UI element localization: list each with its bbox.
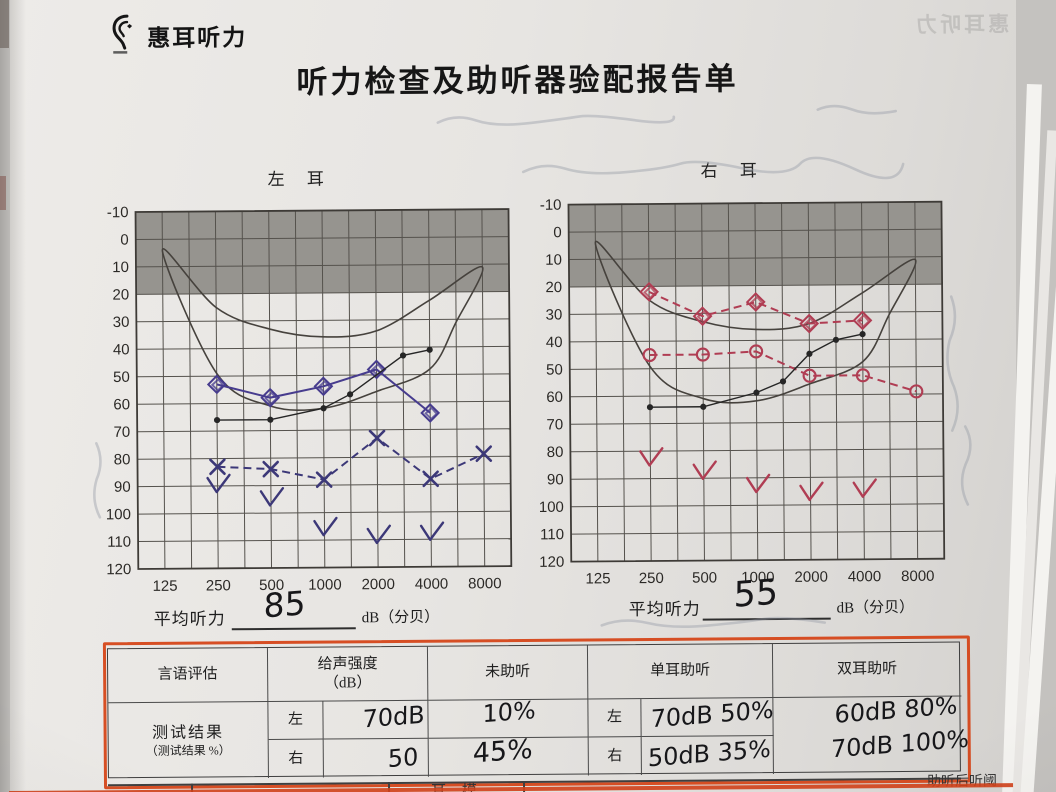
- svg-text:0: 0: [120, 232, 128, 249]
- svg-text:4000: 4000: [415, 576, 449, 593]
- svg-text:2000: 2000: [361, 576, 395, 593]
- svg-text:500: 500: [692, 569, 717, 586]
- svg-text:-10: -10: [540, 197, 562, 214]
- svg-text:500: 500: [259, 577, 284, 594]
- svg-text:125: 125: [152, 578, 177, 595]
- svg-text:110: 110: [107, 534, 131, 551]
- svg-text:20: 20: [545, 279, 562, 296]
- svg-text:10: 10: [112, 259, 129, 276]
- svg-text:40: 40: [113, 341, 130, 358]
- svg-text:80: 80: [547, 444, 564, 461]
- svg-text:30: 30: [546, 306, 563, 323]
- sleeve-edge-highlight: [10, 0, 26, 792]
- svg-text:30: 30: [113, 314, 130, 331]
- svg-text:10: 10: [545, 252, 562, 269]
- avg-hearing-label-right: 平均听力: [628, 599, 701, 620]
- svg-text:50: 50: [113, 369, 130, 386]
- svg-text:60: 60: [546, 389, 563, 406]
- svg-text:80: 80: [114, 451, 131, 468]
- left-ear-label: 左 耳: [267, 169, 333, 189]
- svg-text:40: 40: [546, 334, 563, 351]
- svg-text:8000: 8000: [901, 568, 935, 585]
- right-ear-label: 右 耳: [700, 161, 766, 181]
- svg-text:125: 125: [585, 570, 610, 587]
- svg-text:120: 120: [539, 554, 564, 571]
- svg-text:60: 60: [113, 396, 130, 413]
- svg-text:2000: 2000: [794, 569, 828, 586]
- svg-text:50: 50: [546, 361, 563, 378]
- brand-name: 惠耳听力: [147, 24, 248, 51]
- svg-text:90: 90: [547, 471, 564, 488]
- svg-text:0: 0: [553, 224, 561, 241]
- svg-text:110: 110: [540, 526, 564, 543]
- sleeve-edge: [0, 0, 10, 792]
- svg-text:90: 90: [114, 479, 131, 496]
- svg-text:8000: 8000: [468, 575, 502, 592]
- svg-text:120: 120: [106, 561, 131, 578]
- svg-text:1000: 1000: [308, 576, 342, 593]
- svg-text:100: 100: [106, 506, 131, 523]
- avg-underline-right: [702, 617, 831, 621]
- corner-mark: [0, 176, 6, 210]
- svg-text:70: 70: [546, 416, 563, 433]
- audiogram-right-ear: -10 0 10 20 30 40 50 60 70 80 90 100 110 120 125 250 500…: [539, 197, 946, 587]
- avg-underline-left: [231, 627, 356, 631]
- red-highlight-box: [102, 635, 972, 790]
- svg-text:250: 250: [639, 570, 664, 587]
- bleedthrough-brand: 惠耳听力: [912, 13, 1010, 37]
- svg-text:4000: 4000: [848, 568, 882, 585]
- avg-unit-right: dB（分贝）: [836, 599, 915, 617]
- svg-text:70: 70: [113, 424, 130, 441]
- svg-text:-10: -10: [107, 204, 129, 221]
- svg-text:1000: 1000: [741, 569, 775, 586]
- ear-logo-icon: [112, 14, 133, 54]
- avg-hearing-label-left: 平均听力: [153, 609, 226, 629]
- avg-unit-left: dB（分贝）: [361, 609, 440, 627]
- corner-shadow: [0, 0, 9, 48]
- svg-text:100: 100: [539, 499, 564, 516]
- audiogram-left-ear: -10 0 10 20 30 40 50 60 70 80 90 100 110 120 125 250 500…: [106, 204, 513, 595]
- avg-value-right-handwritten: 55: [733, 572, 779, 616]
- report-paper: [10, 0, 1016, 792]
- avg-value-left-handwritten: 85: [263, 583, 306, 626]
- svg-text:250: 250: [206, 577, 231, 594]
- report-title: 听力检查及助听器验配报告单: [296, 61, 739, 100]
- svg-text:20: 20: [112, 286, 129, 303]
